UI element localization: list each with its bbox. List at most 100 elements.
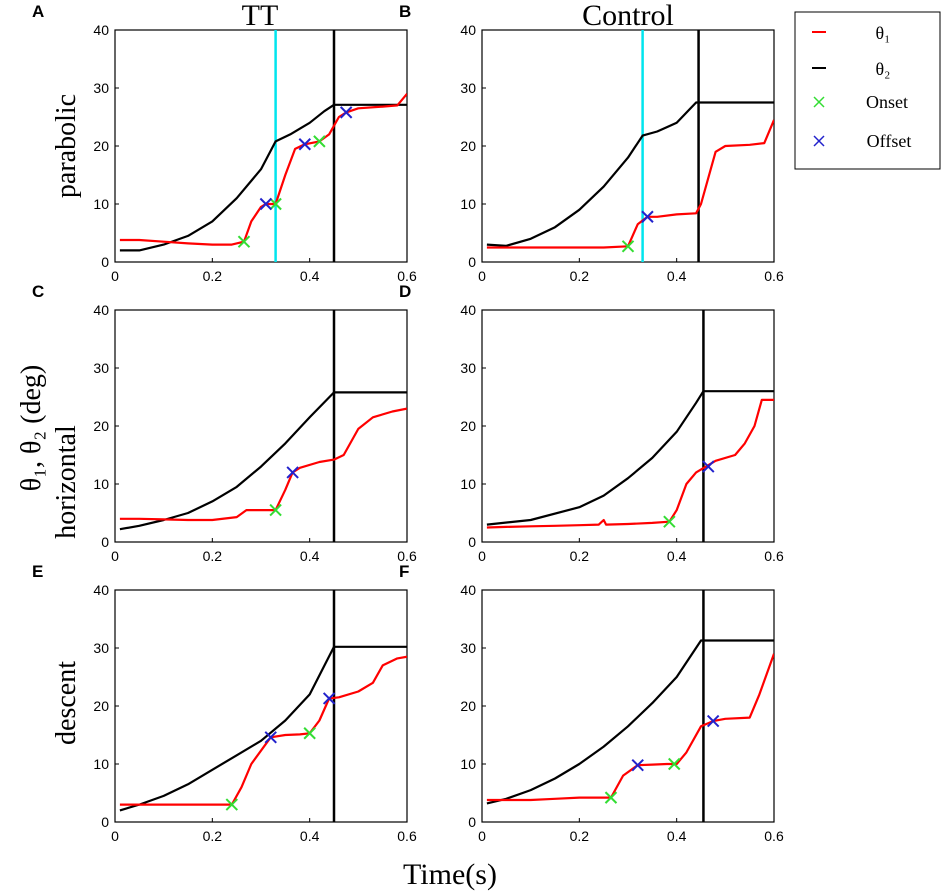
panel-f-onset-marker-0 — [604, 791, 618, 804]
panel-e-frame — [114, 589, 408, 823]
panel-f-onset-marker-1-stroke-b — [668, 757, 681, 771]
panel-e-offset-marker-1 — [322, 692, 336, 705]
panel-a-ytick-label-0: 0 — [101, 254, 109, 270]
legend-offset-label: Offset — [867, 131, 912, 151]
panel-d-xtick-label-1: 0.2 — [570, 548, 590, 564]
panel-d-plot-area — [486, 310, 774, 542]
panel-e-ytick-label-1: 10 — [93, 756, 109, 772]
panel-a-xtick-label-3: 0.6 — [397, 268, 417, 284]
legend-offset-marker — [813, 135, 825, 147]
panel-b-offset-marker-0-stroke-b — [641, 210, 654, 223]
panel-b-ytick-label-4: 40 — [460, 22, 476, 38]
panel-f-offset-marker-0 — [631, 758, 644, 772]
panel-e-ytick-label-3: 30 — [93, 640, 109, 656]
panel-f-xtick-label-1: 0.2 — [570, 828, 590, 844]
legend-onset-marker — [813, 96, 825, 108]
panel-c-ytick-label-2: 20 — [93, 418, 109, 434]
panel-a-xtick-label-1: 0.2 — [203, 268, 223, 284]
row-label-parabolic: parabolic — [51, 94, 82, 198]
panel-f-theta1-line — [486, 653, 774, 802]
panel-f-offset-marker-1-stroke-b — [706, 714, 720, 728]
panel-b-ytick-label-3: 30 — [460, 80, 476, 96]
column-title-tt: TT — [242, 0, 279, 32]
panel-b-letter: B — [399, 2, 411, 21]
panel-c-theta1-line — [119, 407, 407, 522]
panel-e-xtick-label-3: 0.6 — [397, 828, 417, 844]
panel-d-letter: D — [399, 282, 411, 301]
panel-f-ytick-label-0: 0 — [468, 814, 476, 830]
panel-e-offset-marker-1-stroke-b — [322, 692, 336, 705]
legend: θ₁ θ₂ Onset Offset — [794, 11, 941, 170]
panel-b-xtick-label-3: 0.6 — [764, 268, 784, 284]
panel-b-xtick-label-0: 0 — [478, 268, 486, 284]
panel-e-xtick-label-1: 0.2 — [203, 828, 223, 844]
panel-f-ytick-label-1: 10 — [460, 756, 476, 772]
panel-e-plot-area — [119, 590, 407, 822]
panel-f-offset-marker-1 — [706, 714, 720, 728]
panel-b-ytick-label-2: 20 — [460, 138, 476, 154]
panel-e-ytick-label-4: 40 — [93, 582, 109, 598]
panels-group: A 0 0.2 0.4 0.6 0 10 20 30 40 B 0 0.2 0.4 0.6 0 10 20 30 40… — [32, 2, 784, 844]
panel-e: E 0 0.2 0.4 0.6 0 10 20 30 40 — [32, 562, 417, 844]
panel-f-xtick-label-0: 0 — [478, 828, 486, 844]
panel-a-ytick-label-3: 30 — [93, 80, 109, 96]
panel-a-onset-marker-0 — [237, 235, 251, 248]
panel-b-xtick-label-2: 0.4 — [667, 268, 687, 284]
panel-a-xtick-label-2: 0.4 — [300, 268, 320, 284]
panel-f-plot-area — [486, 590, 774, 822]
panel-c-offset-marker-0-stroke-b — [286, 466, 299, 479]
panel-e-offset-marker-0-stroke-b — [264, 731, 277, 744]
panel-f-ytick-label-3: 30 — [460, 640, 476, 656]
panel-a-onset-marker-0-stroke-b — [237, 235, 251, 248]
panel-a-offset-marker-1-stroke-b — [298, 138, 312, 151]
panel-b-theta2-line — [486, 101, 774, 247]
panel-c-xtick-label-3: 0.6 — [397, 548, 417, 564]
panel-a-theta1-line — [119, 93, 407, 246]
panel-c-ytick-label-3: 30 — [93, 360, 109, 376]
panel-c-ytick-label-4: 40 — [93, 302, 109, 318]
panel-e-letter: E — [32, 562, 43, 581]
panel-d-xtick-label-0: 0 — [478, 548, 486, 564]
panel-c-xtick-label-0: 0 — [111, 548, 119, 564]
panel-c-offset-marker-0 — [286, 466, 299, 479]
x-axis-title: Time(s) — [403, 858, 497, 891]
panel-c: C 0 0.2 0.4 0.6 0 10 20 30 40 — [32, 282, 417, 564]
shared-y-axis-label: θ₁, θ₂ (deg) — [16, 365, 47, 491]
panel-a-ytick-label-4: 40 — [93, 22, 109, 38]
row-label-horizontal: horizontal — [51, 425, 82, 539]
panel-e-onset-marker-1 — [303, 727, 316, 740]
panel-c-plot-area — [119, 310, 407, 542]
panel-a-offset-marker-2 — [339, 106, 353, 119]
panel-a-onset-marker-2-stroke-b — [313, 135, 326, 148]
panel-d-offset-marker-0 — [702, 460, 715, 473]
panel-e-ytick-label-2: 20 — [93, 698, 109, 714]
row-label-descent: descent — [51, 661, 82, 745]
panel-d-onset-marker-0 — [663, 515, 676, 528]
panel-a-onset-marker-1 — [269, 197, 282, 211]
panel-a-plot-area — [119, 30, 407, 262]
panel-f-xtick-label-2: 0.4 — [667, 828, 687, 844]
panel-a-ytick-label-2: 20 — [93, 138, 109, 154]
panel-b-offset-marker-0 — [641, 210, 654, 223]
panel-c-theta2-line — [119, 391, 407, 531]
panel-a-theta2-line — [119, 103, 407, 252]
panel-c-xtick-label-1: 0.2 — [203, 548, 223, 564]
panel-d-xtick-label-2: 0.4 — [667, 548, 687, 564]
panel-e-offset-marker-0 — [264, 731, 277, 744]
panel-d-ytick-label-4: 40 — [460, 302, 476, 318]
panel-a: A 0 0.2 0.4 0.6 0 10 20 30 40 — [32, 2, 417, 284]
panel-a-letter: A — [32, 2, 44, 21]
panel-a-xtick-label-0: 0 — [111, 268, 119, 284]
panel-b-ytick-label-1: 10 — [460, 196, 476, 212]
panel-c-letter: C — [32, 282, 44, 301]
panel-a-offset-marker-0 — [259, 197, 273, 211]
panel-a-onset-marker-1-stroke-b — [269, 197, 282, 211]
panel-d-ytick-label-2: 20 — [460, 418, 476, 434]
panel-a-frame — [114, 29, 408, 263]
panel-b-onset-marker-0 — [621, 240, 635, 253]
panel-d-theta2-line — [486, 390, 774, 526]
panel-f-onset-marker-0-stroke-b — [604, 791, 618, 804]
panel-f-ytick-label-4: 40 — [460, 582, 476, 598]
panel-f-theta2-line — [486, 639, 774, 805]
